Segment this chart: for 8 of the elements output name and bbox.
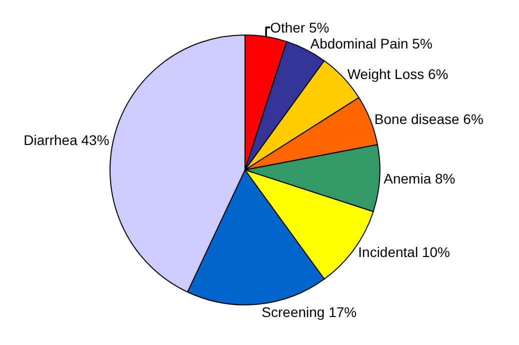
slice-label: Diarrhea 43% — [24, 132, 110, 148]
slice-label: Screening 17% — [262, 304, 357, 320]
slice-label: Incidental 10% — [358, 244, 450, 260]
slice-label: Bone disease 6% — [374, 111, 484, 128]
slice-label: Abdominal Pain 5% — [310, 35, 432, 52]
slice-label: Anemia 8% — [384, 170, 456, 186]
slice-label: Weight Loss 6% — [347, 66, 448, 82]
slice-label: Other 5% — [270, 19, 330, 36]
